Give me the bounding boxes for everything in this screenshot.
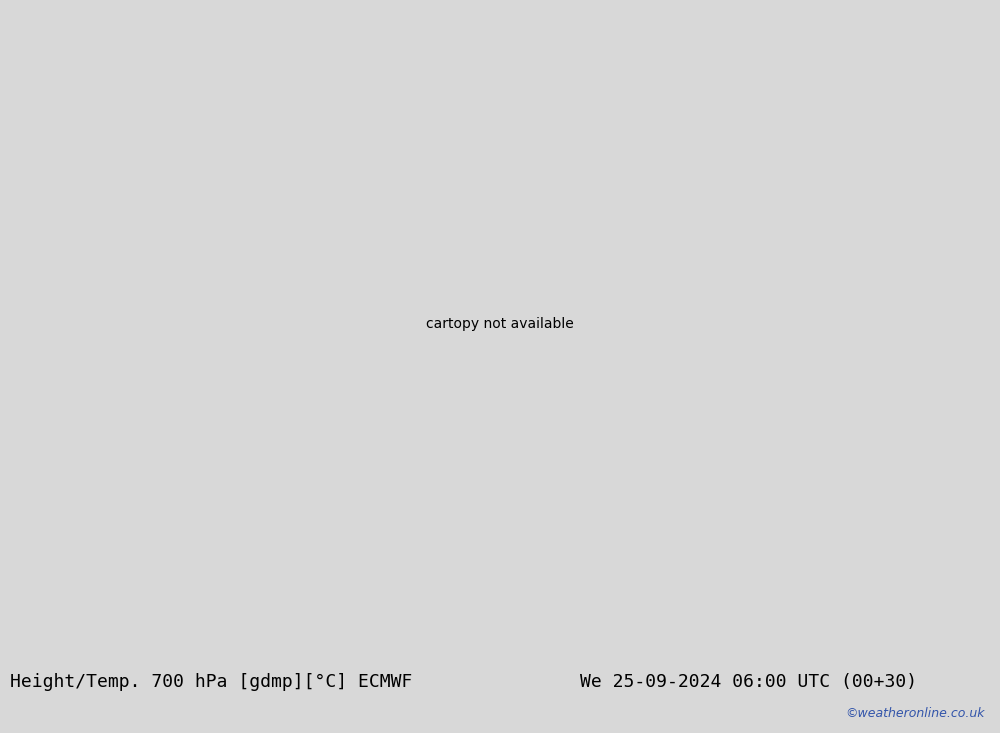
Text: cartopy not available: cartopy not available xyxy=(426,317,574,331)
Text: Height/Temp. 700 hPa [gdmp][°C] ECMWF: Height/Temp. 700 hPa [gdmp][°C] ECMWF xyxy=(10,674,412,691)
Text: We 25-09-2024 06:00 UTC (00+30): We 25-09-2024 06:00 UTC (00+30) xyxy=(580,674,917,691)
Text: ©weatheronline.co.uk: ©weatheronline.co.uk xyxy=(846,707,985,721)
